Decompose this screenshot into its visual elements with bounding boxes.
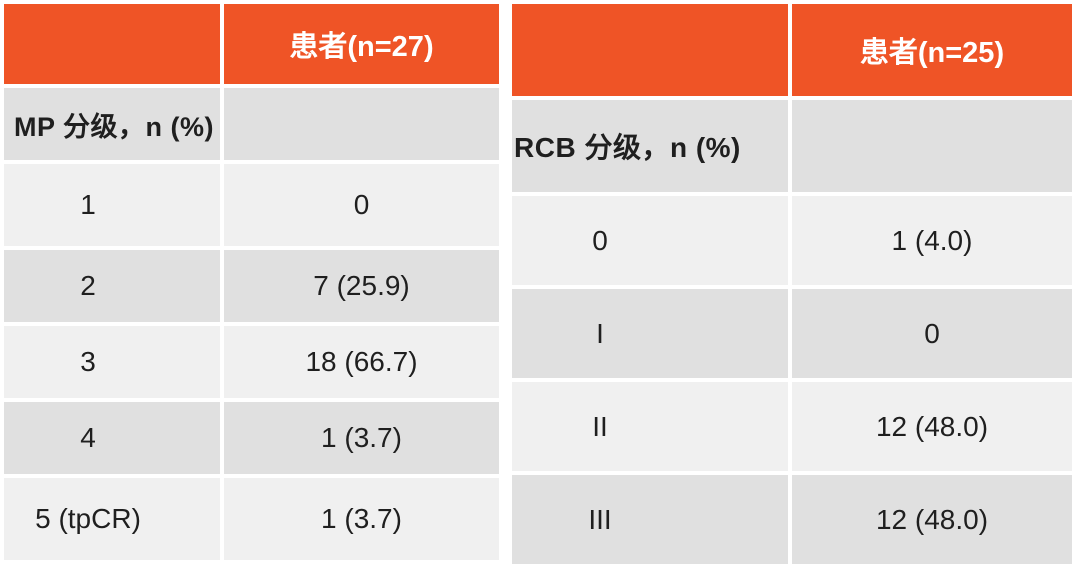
header-empty-cell [512, 4, 788, 96]
table-row: I 0 [512, 289, 1072, 378]
patients-count-header: 患者(n=25) [792, 4, 1072, 96]
table-row: 5 (tpCR) 1 (3.7) [4, 478, 499, 560]
grade-cell: I [512, 289, 788, 378]
rcb-grade-label: RCB 分级，n (%) [512, 100, 788, 192]
table-row: 0 1 (4.0) [512, 196, 1072, 285]
category-label-row: MP 分级，n (%) [4, 88, 499, 160]
rcb-grade-table: 患者(n=25) RCB 分级，n (%) 0 1 (4.0) I 0 II 1… [508, 0, 1076, 568]
table-header-row: 患者(n=25) [512, 4, 1072, 96]
table-row: II 12 (48.0) [512, 382, 1072, 471]
category-label-row: RCB 分级，n (%) [512, 100, 1072, 192]
value-cell: 18 (66.7) [224, 326, 499, 398]
table-row: 2 7 (25.9) [4, 250, 499, 322]
value-cell: 1 (3.7) [224, 478, 499, 560]
table-row: 4 1 (3.7) [4, 402, 499, 474]
header-empty-cell [4, 4, 220, 84]
value-cell: 0 [792, 289, 1072, 378]
table-row: 1 0 [4, 164, 499, 246]
grade-cell: 1 [4, 164, 220, 246]
value-cell: 12 (48.0) [792, 475, 1072, 564]
table-header-row: 患者(n=27) [4, 4, 499, 84]
grade-cell: 4 [4, 402, 220, 474]
table-row: 3 18 (66.7) [4, 326, 499, 398]
patients-count-header: 患者(n=27) [224, 4, 499, 84]
grade-cell: 3 [4, 326, 220, 398]
value-cell: 7 (25.9) [224, 250, 499, 322]
label-empty-cell [224, 88, 499, 160]
grade-cell: 0 [512, 196, 788, 285]
value-cell: 12 (48.0) [792, 382, 1072, 471]
grade-cell: II [512, 382, 788, 471]
grade-cell: III [512, 475, 788, 564]
grade-cell: 5 (tpCR) [4, 478, 220, 560]
value-cell: 1 (3.7) [224, 402, 499, 474]
mp-grade-label: MP 分级，n (%) [4, 88, 220, 160]
value-cell: 0 [224, 164, 499, 246]
table-row: III 12 (48.0) [512, 475, 1072, 564]
grade-cell: 2 [4, 250, 220, 322]
value-cell: 1 (4.0) [792, 196, 1072, 285]
label-empty-cell [792, 100, 1072, 192]
mp-grade-table: 患者(n=27) MP 分级，n (%) 1 0 2 7 (25.9) 3 18… [0, 0, 503, 564]
